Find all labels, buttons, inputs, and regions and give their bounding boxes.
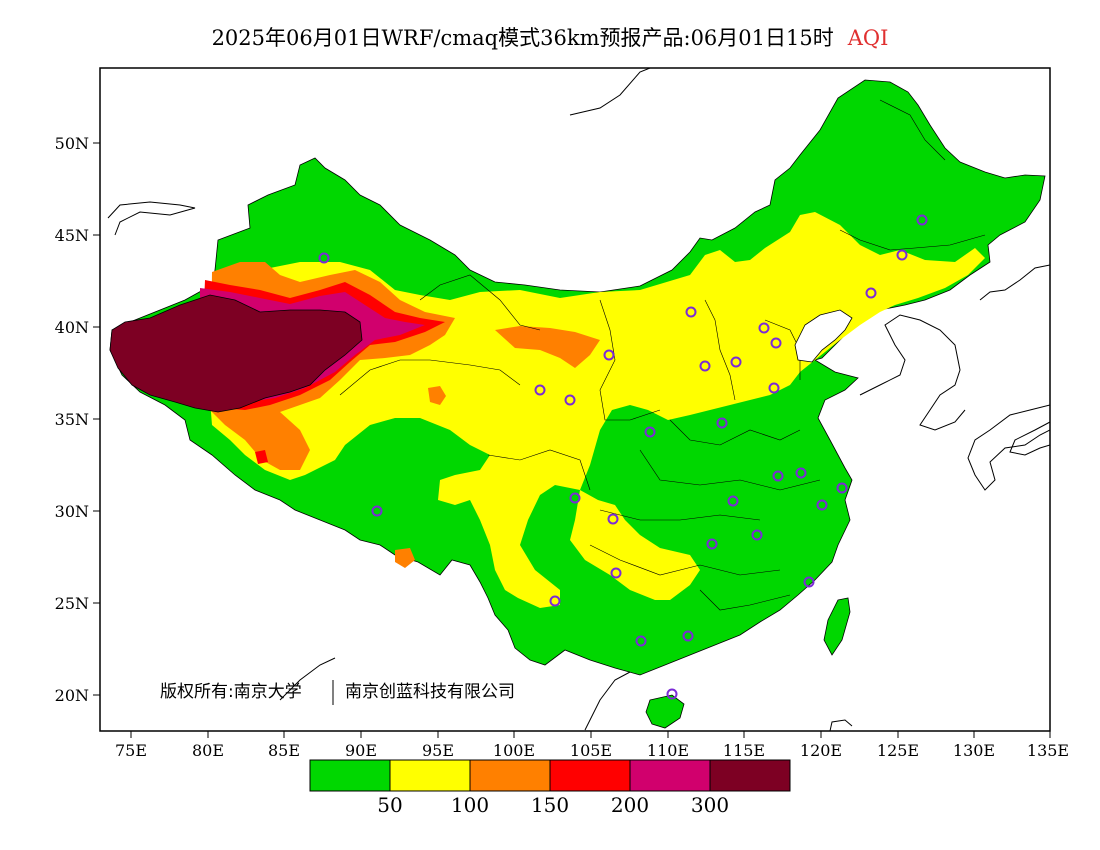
y-tick-label: 45N [55, 226, 89, 245]
aqi-region-red-2 [255, 450, 268, 464]
title-text: 2025年06月01日WRF/cmaq模式36km预报产品:06月01日15时 [211, 26, 834, 50]
x-tick-label: 95E [422, 741, 454, 760]
station-marker [569, 492, 581, 504]
station-marker [685, 306, 697, 318]
province-boundaries [339, 99, 986, 611]
x-tick-label: 105E [570, 741, 612, 760]
map-content: 版权所有:南京大学 南京创蓝科技有限公司 [107, 68, 1050, 731]
station-marker [772, 470, 784, 482]
station-marker [770, 337, 782, 349]
station-marker [836, 482, 848, 494]
copyright-co-owner: 南京创蓝科技有限公司 [345, 682, 515, 702]
y-tick-label: 40N [55, 318, 89, 337]
y-tick-label: 30N [55, 502, 89, 521]
x-tick-label: 100E [493, 741, 535, 760]
y-tick-label: 20N [55, 686, 89, 705]
legend-swatch-maroon [709, 759, 791, 792]
station-marker [603, 349, 615, 361]
aqi-region-orange-3 [428, 386, 446, 405]
map-frame [99, 67, 1051, 732]
legend-swatch-green [309, 759, 391, 792]
station-marker [795, 467, 807, 479]
legend-swatch-yellow [389, 759, 471, 792]
station-marker [751, 529, 763, 541]
x-axis: 75E 80E 85E 90E 95E 100E 105E 110E 115E … [115, 731, 1069, 760]
station-marker [610, 567, 622, 579]
y-tick-label: 35N [55, 410, 89, 429]
station-marker [564, 394, 576, 406]
legend-label: 300 [691, 793, 729, 817]
x-tick-label: 80E [192, 741, 224, 760]
x-tick-label: 75E [115, 741, 147, 760]
x-tick-label: 125E [877, 741, 919, 760]
copyright-owner: 版权所有:南京大学 [160, 682, 302, 702]
aqi-region-orange-2 [495, 326, 600, 368]
station-marker [682, 630, 694, 642]
aqi-legend: 50 100 150 200 300 [309, 759, 791, 817]
legend-swatch-orange [469, 759, 551, 792]
station-marker [716, 417, 728, 429]
x-tick-label: 115E [723, 741, 765, 760]
x-tick-label: 110E [647, 741, 689, 760]
y-tick-label: 25N [55, 594, 89, 613]
station-marker [916, 214, 928, 226]
station-marker [371, 505, 383, 517]
x-tick-label: 90E [345, 741, 377, 760]
station-marker [534, 384, 546, 396]
station-marker [896, 249, 908, 261]
station-marker [549, 595, 561, 607]
station-marker [816, 499, 828, 511]
station-marker [803, 576, 815, 588]
legend-label: 100 [451, 793, 489, 817]
station-marker [768, 382, 780, 394]
station-marker [758, 322, 770, 334]
title-variable: AQI [847, 26, 889, 50]
station-marker [727, 495, 739, 507]
y-axis: 50N 45N 40N 35N 30N 25N 20N [55, 134, 100, 705]
station-marker [706, 538, 718, 550]
x-tick-label: 120E [800, 741, 842, 760]
coastlines [107, 68, 1050, 731]
x-tick-label: 130E [953, 741, 995, 760]
aqi-region-maroon [109, 294, 363, 413]
legend-label: 200 [611, 793, 649, 817]
station-marker [318, 252, 330, 264]
x-tick-label: 135E [1027, 741, 1069, 760]
station-markers [318, 214, 928, 700]
legend-label: 150 [531, 793, 569, 817]
map-title: 2025年06月01日WRF/cmaq模式36km预报产品:06月01日15时 A… [0, 22, 1100, 52]
station-marker [635, 635, 647, 647]
legend-swatch-red [549, 759, 631, 792]
y-tick-label: 50N [55, 134, 89, 153]
legend-label: 50 [377, 793, 402, 817]
station-marker [607, 513, 619, 525]
aqi-region-orange-4 [395, 548, 415, 568]
taiwan-island [823, 597, 851, 656]
station-marker [644, 426, 656, 438]
station-marker [666, 688, 678, 700]
legend-swatch-magenta [629, 759, 711, 792]
bohai-sea [794, 309, 853, 363]
station-marker [730, 356, 742, 368]
station-marker [865, 287, 877, 299]
x-tick-label: 85E [268, 741, 300, 760]
hainan-island [645, 694, 685, 729]
station-marker [699, 360, 711, 372]
